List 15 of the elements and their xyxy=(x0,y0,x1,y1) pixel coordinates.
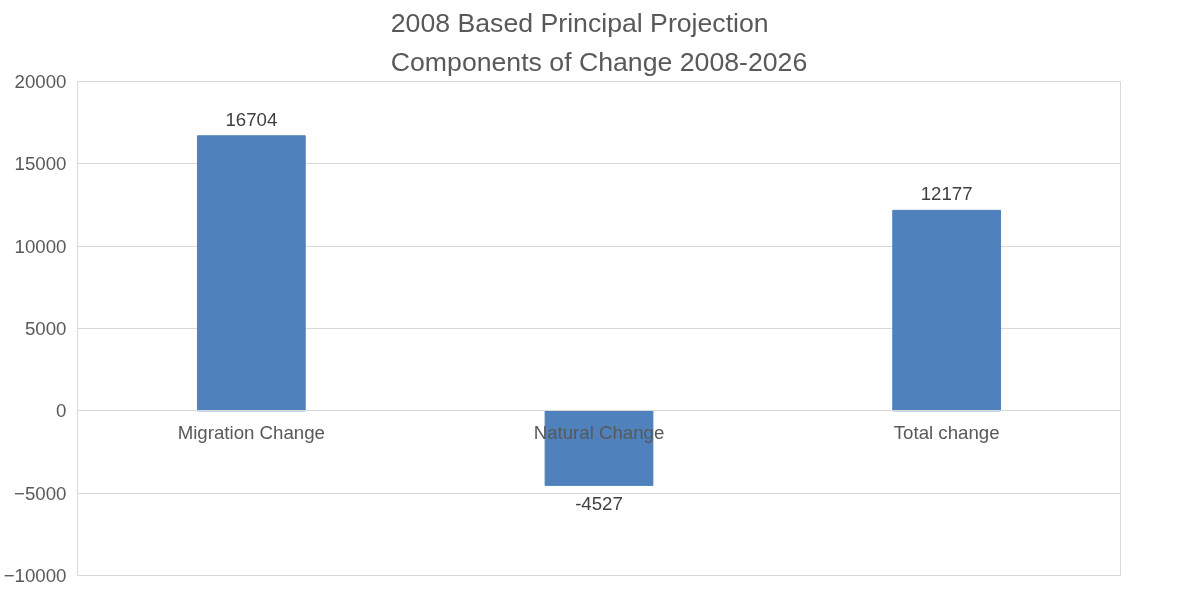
y-tick-label: 5000 xyxy=(25,318,67,339)
chart-title: 2008 Based Principal Projection Components of Change 2008-2026 xyxy=(390,7,808,77)
bar xyxy=(196,135,306,412)
data-label: 12177 xyxy=(920,183,973,205)
y-tick-label: 15000 xyxy=(14,153,67,175)
x-tick-label: Total change xyxy=(893,421,1000,443)
y-tick-label: 0 xyxy=(56,400,67,422)
data-label: -4527 xyxy=(575,493,623,515)
bar xyxy=(892,209,1002,412)
data-label: 16704 xyxy=(225,108,278,130)
x-tick-label: Migration Change xyxy=(177,421,325,443)
y-tick-label: −5000 xyxy=(14,482,67,504)
y-tick-label: 10000 xyxy=(14,235,67,257)
y-tick-label: −10000 xyxy=(3,565,67,586)
y-tick-label: 20000 xyxy=(14,71,67,92)
